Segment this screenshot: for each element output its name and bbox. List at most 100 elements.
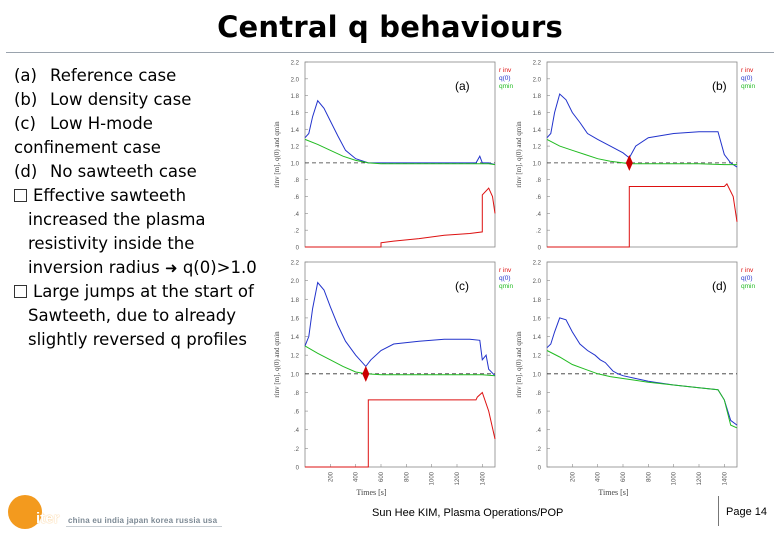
y-tick-label: .4 [294,212,300,218]
logo-circle-icon [8,495,42,529]
chart-grid: 0 .2 .4 .6 .8 1.0 1.2 1.4 1.6 1.8 2.0 2.2 rinv [m], … [273,61,755,498]
y-tick-label: 1.2 [533,145,542,151]
y-tick-label: 1.2 [533,354,542,360]
x-tick-label: 1200 [697,471,703,485]
observation-1-line: resistivity inside the [28,234,195,253]
page-number: Page 14 [726,506,767,518]
chart-panel-3: 0 .2 .4 .6 .8 1.0 1.2 1.4 1.6 1.8 2.0 2.2 rinv [m], … [515,261,755,498]
bullet-a: (a) Reference case [14,64,274,88]
chart-frame [304,61,496,248]
y-tick-label: .4 [536,428,542,434]
series-line-rinv [305,187,496,248]
x-tick-label: 600 [621,471,627,482]
y-tick-label: 1.4 [291,128,300,134]
footer-author: Sun Hee KIM, Plasma Operations/POP [372,507,564,519]
legend-entry: qmin [499,283,513,290]
y-tick-label: 0 [296,466,300,472]
chart-panel-0: 0 .2 .4 .6 .8 1.0 1.2 1.4 1.6 1.8 2.0 2.2 rinv [m], … [273,61,513,252]
y-tick-label: 1.6 [291,111,300,117]
x-tick-label: 1400 [722,471,728,485]
y-tick-label: 2.0 [291,77,300,83]
logo-wordmark: iter [36,510,60,527]
y-tick-label: .2 [536,447,542,453]
y-tick-label: 2.0 [533,279,542,285]
x-tick-label: 1200 [455,471,461,485]
observation-1-line: inversion radius ➜ q(0)>1.0 [28,258,257,277]
x-axis-label: Times [s] [598,488,628,497]
x-tick-label: 1000 [672,471,678,485]
observation-2-line: Sawteeth, due to already [28,306,237,325]
x-tick-label: 800 [404,471,410,482]
y-tick-label: 0 [538,466,542,472]
y-tick-label: 0 [538,246,542,252]
y-tick-label: 1.0 [291,161,300,167]
y-tick-label: 1.8 [533,298,542,304]
y-tick-label: .6 [294,195,300,201]
legend-entry: r inv [499,267,512,274]
y-axis-label: rinv [m], q(0) and qmin [273,121,281,188]
legend-entry: q(0) [741,275,753,282]
y-tick-label: 1.6 [533,111,542,117]
bullet-list: (a) Reference case (b) Low density case (c… [14,64,274,352]
y-tick-label: 1.8 [533,94,542,100]
y-axis-label: rinv [m], q(0) and qmin [273,331,281,398]
bullet-marker: (a) [14,66,37,85]
right-arrow-icon: ➜ [164,259,178,277]
y-axis-label: rinv [m], q(0) and qmin [515,331,523,398]
x-tick-label: 1400 [480,471,486,485]
y-tick-label: 2.2 [291,61,300,67]
y-tick-label: 1.8 [291,94,300,100]
y-tick-label: .4 [294,428,300,434]
observation-2: Large jumps at the start of [14,280,274,304]
y-tick-label: .2 [294,229,300,235]
y-tick-label: 1.0 [533,372,542,378]
y-tick-label: 1.8 [291,298,300,304]
chart-frame [546,61,738,248]
legend-entry: q(0) [741,75,753,82]
bullet-b: (b) Low density case [14,88,274,112]
page-divider [718,496,719,526]
observation-1-line: increased the plasma [28,210,206,229]
x-tick-label: 200 [570,471,576,482]
y-tick-label: 2.2 [533,61,542,67]
chart-frame [304,261,496,468]
chart-frame [546,261,738,468]
y-tick-label: 1.0 [533,161,542,167]
y-axis-label: rinv [m], q(0) and qmin [515,121,523,188]
panel-label: (c) [455,279,469,293]
panel-label: (b) [712,79,727,93]
y-tick-label: 1.6 [533,316,542,322]
x-tick-label: 400 [596,471,602,482]
footer-divider [66,526,222,527]
checkbox-bullet-icon [14,285,27,298]
x-tick-label: 200 [328,471,334,482]
bullet-c: (c) Low H-mode [14,112,274,136]
y-tick-label: 2.2 [533,261,542,267]
series-line-qmin [304,345,496,377]
x-tick-label: 1000 [430,471,436,485]
member-countries: china eu india japan korea russia usa [68,516,218,525]
checkbox-bullet-icon [14,189,27,202]
y-tick-label: .6 [536,410,542,416]
legend-entry: qmin [499,83,513,90]
y-tick-label: .2 [294,447,300,453]
bullet-c-continuation: confinement case [14,138,161,157]
y-tick-label: .4 [536,212,542,218]
y-tick-label: .6 [536,195,542,201]
bullet-text: No sawteeth case [50,162,197,181]
y-tick-label: 1.4 [291,335,300,341]
series-line-qmin [546,350,738,429]
y-tick-label: 0 [296,246,300,252]
legend-entry: r inv [499,67,512,74]
y-tick-label: 1.4 [533,335,542,341]
iter-logo: iter [8,495,70,531]
y-tick-label: .8 [294,178,300,184]
bullet-d: (d) No sawteeth case [14,160,274,184]
y-tick-label: 1.6 [291,316,300,322]
y-tick-label: .6 [294,410,300,416]
x-tick-label: 800 [646,471,652,482]
slide-title: Central q behaviours [217,10,563,44]
bullet-marker: (b) [14,90,38,109]
y-tick-label: 1.0 [291,372,300,378]
series-line-rinv [547,183,738,248]
